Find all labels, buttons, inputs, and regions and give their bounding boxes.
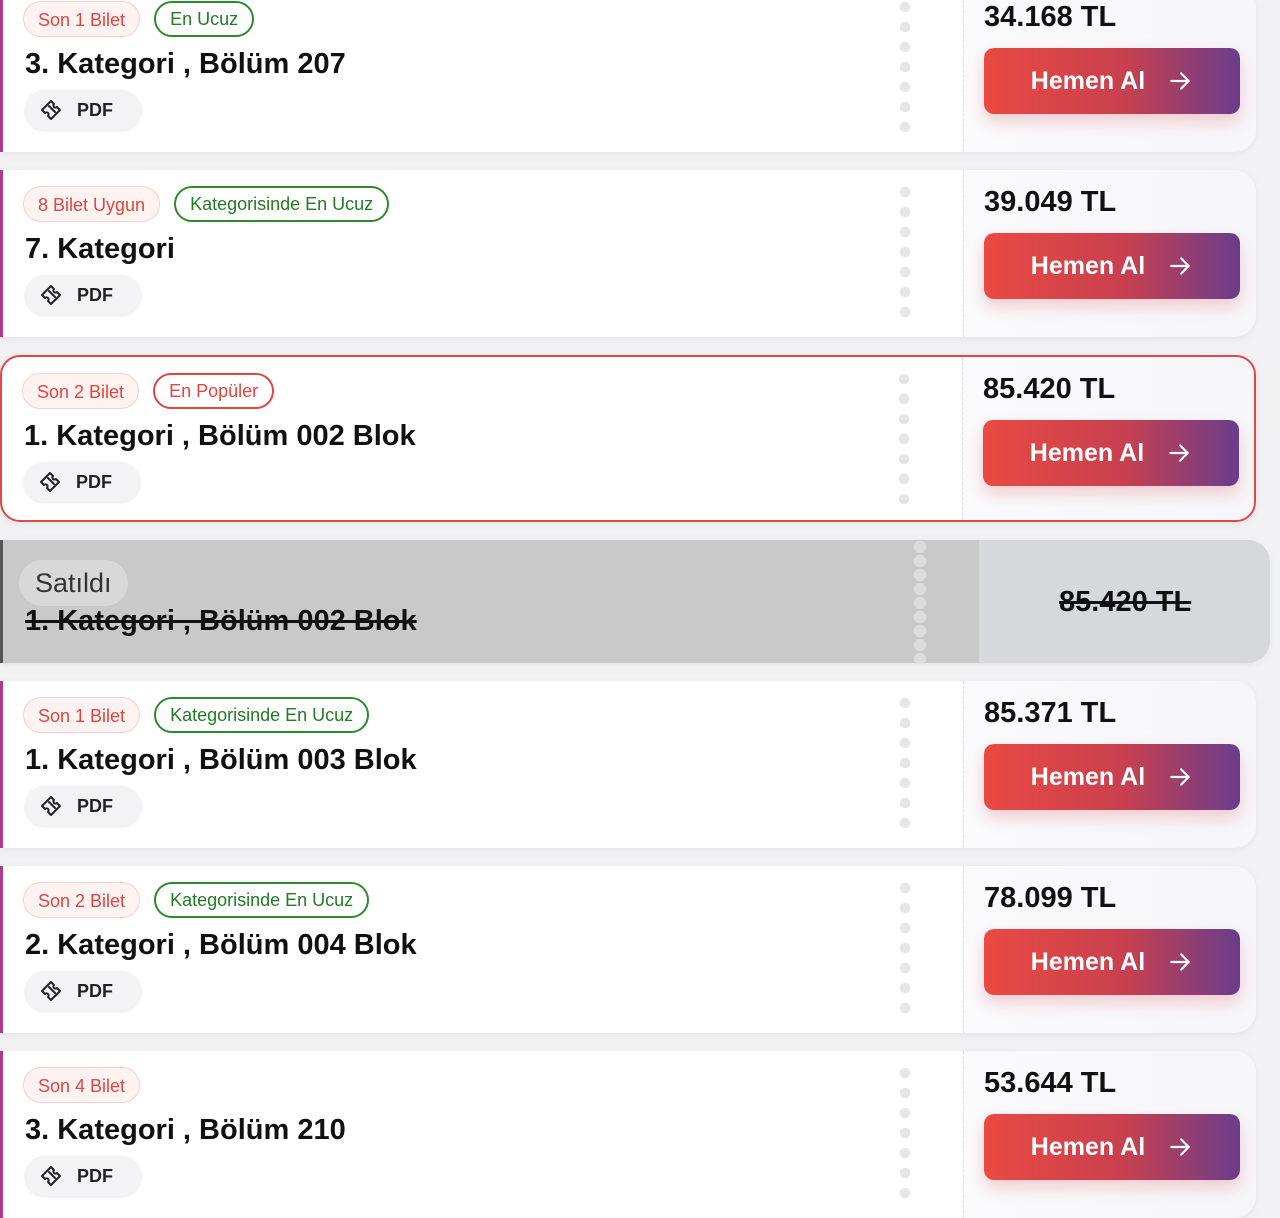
buy-label: Hemen Al	[1030, 947, 1146, 976]
badge-row: Son 1 Bilet Kategorisinde En Ucuz	[23, 697, 370, 733]
arrow-icon	[1170, 1138, 1190, 1156]
ticket-title: 1. Kategori , Bölüm 002 Blok	[24, 420, 416, 452]
ticket-icon	[41, 285, 61, 305]
badge: Kategorisinde En Ucuz	[154, 882, 370, 918]
format-label: PDF	[77, 980, 113, 1001]
format-pill: PDF	[25, 786, 141, 826]
badge: Son 4 Bilet	[23, 1067, 141, 1103]
ticket-price-panel: 53.644 TL Hemen Al	[963, 1051, 1256, 1218]
badge-row: Son 2 Bilet Kategorisinde En Ucuz	[23, 882, 370, 918]
ticket-card: Son 4 Bilet 3. Kategori , Bölüm 210 PDF 53.…	[0, 1051, 1256, 1218]
buy-label: Hemen Al	[1030, 762, 1146, 791]
buy-label: Hemen Al	[1030, 1132, 1146, 1161]
badge-row: Son 2 Bilet En Popüler	[22, 373, 275, 409]
price: 85.371 TL	[984, 697, 1117, 729]
buy-label: Hemen Al	[1030, 251, 1146, 280]
badge-row: Son 4 Bilet	[23, 1067, 141, 1103]
ticket-card: Satıldı 1. Kategori , Bölüm 002 Blok 85.42…	[0, 540, 1270, 663]
badge: Kategorisinde En Ucuz	[154, 697, 370, 733]
ticket-title: 1. Kategori , Bölüm 003 Blok	[25, 744, 417, 776]
ticket-info: Satıldı 1. Kategori , Bölüm 002 Blok	[3, 540, 963, 663]
format-label: PDF	[77, 284, 113, 305]
ticket-price-panel: 85.420 TL	[979, 540, 1270, 663]
badge: En Ucuz	[154, 1, 255, 37]
ticket-icon	[40, 472, 60, 492]
format-pill: PDF	[25, 90, 141, 130]
price: 85.420 TL	[983, 373, 1116, 405]
perforation	[899, 693, 911, 836]
price: 34.168 TL	[984, 1, 1117, 33]
badge-row: 8 Bilet Uygun Kategorisinde En Ucuz	[23, 186, 390, 222]
ticket-card: Son 1 Bilet Kategorisinde En Ucuz 1. Kateg…	[0, 681, 1256, 848]
format-label: PDF	[77, 1165, 113, 1186]
badge: Son 1 Bilet	[23, 697, 141, 733]
badge-row: Son 1 Bilet En Ucuz	[23, 1, 255, 37]
price: 53.644 TL	[984, 1067, 1117, 1099]
ticket-price-panel: 34.168 TL Hemen Al	[963, 0, 1256, 152]
ticket-icon	[41, 981, 61, 1001]
badge: En Popüler	[153, 373, 275, 409]
buy-button[interactable]: Hemen Al	[984, 48, 1240, 114]
ticket-icon	[41, 1166, 61, 1186]
price: 78.099 TL	[984, 882, 1117, 914]
badge: Son 2 Bilet	[22, 373, 140, 409]
perforation	[899, 182, 911, 325]
ticket-price-panel: 39.049 TL Hemen Al	[963, 170, 1256, 337]
badge: Son 2 Bilet	[23, 882, 141, 918]
ticket-info: Son 2 Bilet Kategorisinde En Ucuz 2. Kateg…	[3, 866, 963, 1033]
buy-button[interactable]: Hemen Al	[984, 744, 1240, 810]
ticket-card: Son 1 Bilet En Ucuz 3. Kategori , Bölüm 20…	[0, 0, 1256, 152]
ticket-price-panel: 85.371 TL Hemen Al	[963, 681, 1256, 848]
buy-button[interactable]: Hemen Al	[984, 1114, 1240, 1180]
ticket-icon	[41, 796, 61, 816]
perforation	[913, 540, 927, 663]
arrow-icon	[1170, 257, 1190, 275]
perforation	[899, 0, 911, 140]
ticket-card: Son 2 Bilet Kategorisinde En Ucuz 2. Kateg…	[0, 866, 1256, 1033]
ticket-card: 8 Bilet Uygun Kategorisinde En Ucuz 7. Kat…	[0, 170, 1256, 337]
ticket-title: 3. Kategori , Bölüm 210	[25, 1114, 346, 1146]
price: 39.049 TL	[984, 186, 1117, 218]
ticket-title: 1. Kategori , Bölüm 002 Blok	[25, 605, 417, 637]
format-label: PDF	[77, 795, 113, 816]
buy-button[interactable]: Hemen Al	[984, 233, 1240, 299]
perforation	[898, 369, 910, 508]
badge: 8 Bilet Uygun	[23, 186, 161, 222]
arrow-icon	[1170, 72, 1190, 90]
arrow-icon	[1170, 953, 1190, 971]
buy-label: Hemen Al	[1029, 438, 1145, 467]
arrow-icon	[1170, 768, 1190, 786]
format-label: PDF	[76, 471, 112, 492]
buy-button[interactable]: Hemen Al	[983, 420, 1239, 486]
format-pill: PDF	[25, 1156, 141, 1196]
format-pill: PDF	[25, 971, 141, 1011]
ticket-info: 8 Bilet Uygun Kategorisinde En Ucuz 7. Kat…	[3, 170, 963, 337]
ticket-card: Son 2 Bilet En Popüler 1. Kategori , Bölüm…	[0, 355, 1256, 522]
perforation	[899, 1063, 911, 1206]
ticket-info: Son 1 Bilet Kategorisinde En Ucuz 1. Kateg…	[3, 681, 963, 848]
buy-label: Hemen Al	[1030, 66, 1146, 95]
ticket-price-panel: 85.420 TL Hemen Al	[962, 357, 1254, 520]
format-pill: PDF	[24, 462, 140, 502]
format-label: PDF	[77, 99, 113, 120]
price: 85.420 TL	[1059, 586, 1192, 618]
ticket-info: Son 2 Bilet En Popüler 1. Kategori , Bölüm…	[2, 357, 962, 520]
badge: Kategorisinde En Ucuz	[174, 186, 390, 222]
arrow-icon	[1169, 444, 1189, 462]
badge: Son 1 Bilet	[23, 1, 141, 37]
ticket-price-panel: 78.099 TL Hemen Al	[963, 866, 1256, 1033]
ticket-title: 7. Kategori	[25, 233, 175, 265]
ticket-title: 2. Kategori , Bölüm 004 Blok	[25, 929, 417, 961]
format-pill: PDF	[25, 275, 141, 315]
sold-status: Satıldı	[19, 560, 128, 606]
ticket-info: Son 1 Bilet En Ucuz 3. Kategori , Bölüm 20…	[3, 0, 963, 152]
ticket-info: Son 4 Bilet 3. Kategori , Bölüm 210 PDF	[3, 1051, 963, 1218]
buy-button[interactable]: Hemen Al	[984, 929, 1240, 995]
perforation	[899, 878, 911, 1021]
ticket-title: 3. Kategori , Bölüm 207	[25, 48, 346, 80]
ticket-icon	[41, 100, 61, 120]
